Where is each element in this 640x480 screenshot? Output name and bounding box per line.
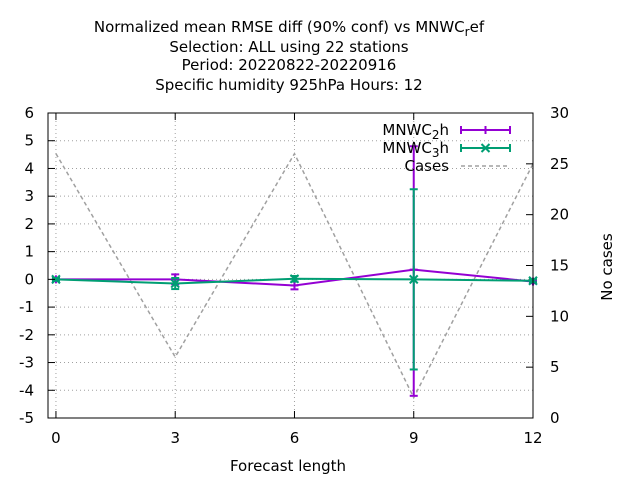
y2-axis-label: No cases	[598, 233, 616, 301]
legend-marker	[480, 143, 491, 153]
mnwc3h-series	[51, 188, 538, 371]
x-tick-label: 12	[523, 429, 542, 447]
y-tick-label: 3	[24, 187, 34, 205]
title-line-2: Selection: ALL using 22 stations	[169, 38, 408, 56]
chart-title: Normalized mean RMSE diff (90% conf) vs …	[94, 18, 485, 94]
cases-series	[55, 152, 534, 400]
y-tick-label: -5	[19, 409, 34, 427]
data-point	[289, 274, 300, 284]
y-tick-label: -3	[19, 354, 34, 372]
axis-ticks	[48, 112, 534, 419]
title-line-4: Specific humidity 925hPa Hours: 12	[155, 76, 422, 94]
x-axis-label: Forecast length	[230, 457, 346, 475]
x-tick-label: 0	[51, 429, 61, 447]
y2-tick-label: 30	[550, 104, 569, 122]
data-point	[170, 278, 180, 289]
y-tick-label: -1	[19, 298, 34, 316]
y-tick-label: 0	[24, 270, 34, 288]
y2-tick-label: 25	[550, 155, 569, 173]
y2-tick-label: 10	[550, 307, 569, 325]
y-tick-labels: 6 5 4 3 2 1 0 -1 -2 -3 -4 -5	[19, 104, 34, 427]
data-point	[409, 274, 419, 285]
legend-label: Cases	[404, 157, 449, 175]
y-tick-label: 5	[24, 132, 34, 150]
y2-tick-label: 0	[550, 409, 560, 427]
y-tick-label: 6	[24, 104, 34, 122]
y-tick-label: -4	[19, 381, 34, 399]
x-tick-labels: 0 3 6 9 12	[51, 429, 542, 447]
y-tick-label: 4	[24, 159, 34, 177]
x-tick-label: 6	[290, 429, 300, 447]
y2-tick-label: 15	[550, 257, 569, 275]
y-tick-label: 1	[24, 243, 34, 261]
y2-tick-label: 5	[550, 358, 560, 376]
y2-tick-label: 20	[550, 206, 569, 224]
x-tick-label: 3	[170, 429, 180, 447]
title-line-3: Period: 20220822-20220916	[182, 56, 397, 74]
y2-tick-labels: 30 25 20 15 10 5 0	[550, 104, 569, 427]
y-tick-label: -2	[19, 326, 34, 344]
x-tick-label: 9	[409, 429, 419, 447]
series-line	[55, 152, 534, 400]
title-line-1: Normalized mean RMSE diff (90% conf) vs …	[94, 18, 485, 39]
data-point	[51, 274, 61, 285]
y-tick-label: 2	[24, 215, 34, 233]
